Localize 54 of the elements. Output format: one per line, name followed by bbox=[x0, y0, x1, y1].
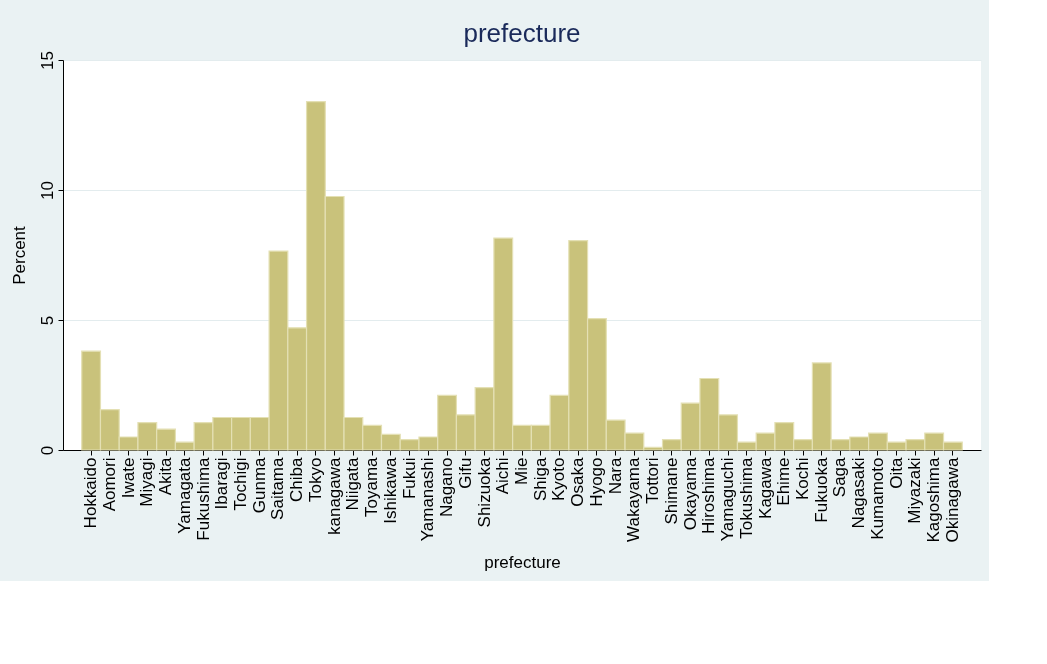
x-tick-label: Yamagata bbox=[174, 456, 194, 534]
x-tick-label: Ishikawa bbox=[380, 456, 400, 524]
x-tick-label: Hyogo bbox=[586, 457, 606, 507]
y-axis-title: Percent bbox=[9, 225, 29, 285]
x-tick-label: Fukui bbox=[399, 457, 419, 500]
x-tick-label: Tokushima bbox=[736, 456, 756, 539]
x-tick-label: Hokkaido bbox=[81, 457, 101, 529]
x-tick-label: Hiroshima bbox=[699, 456, 719, 535]
x-tick-label: Ehime bbox=[774, 457, 794, 506]
x-tick-label: Wakayama bbox=[624, 456, 644, 542]
x-tick-label: Aomori bbox=[99, 457, 119, 512]
x-tick-label: Mie bbox=[512, 457, 531, 485]
x-tick-label: Fukushima bbox=[193, 456, 213, 541]
x-tick-label: Kochi bbox=[793, 457, 813, 501]
x-tick-label: Miyagi bbox=[137, 457, 157, 507]
y-tick-label: 10 bbox=[37, 181, 57, 200]
x-tick-label: Akita bbox=[156, 456, 176, 496]
x-tick-label: Kyoto bbox=[549, 457, 569, 501]
x-tick-label: Saitama bbox=[268, 456, 288, 520]
x-tick-label: Kagoshima bbox=[924, 456, 944, 543]
y-tick-label: 15 bbox=[37, 51, 57, 70]
x-tick-label: Tottori bbox=[643, 457, 663, 504]
x-tick-label: Osaka bbox=[568, 456, 588, 507]
x-tick-label: Nagano bbox=[437, 457, 457, 518]
x-tick-label: Tokyo bbox=[305, 457, 325, 502]
x-tick-label: Chiba bbox=[287, 456, 307, 502]
x-tick-label: Ibaragi bbox=[212, 457, 232, 510]
x-tick-label: Miyazaki bbox=[905, 457, 925, 524]
x-tick-label: Toyama bbox=[362, 456, 382, 518]
y-tick-label: 5 bbox=[37, 315, 57, 326]
x-tick-label: Fukuoka bbox=[811, 456, 831, 523]
x-tick-label: kanagawa bbox=[324, 456, 344, 536]
x-tick-label: Kumamoto bbox=[867, 457, 887, 540]
x-tick-label: Nara bbox=[605, 456, 625, 495]
x-tick-label: Kagawa bbox=[755, 456, 775, 519]
x-tick-label: Okinagawa bbox=[942, 456, 962, 543]
x-tick-label: Nagasaki bbox=[849, 457, 869, 529]
x-tick-label: Shizuoka bbox=[474, 456, 494, 528]
x-tick-label: Gifu bbox=[455, 457, 475, 489]
x-tick-label: Gunma bbox=[249, 456, 269, 514]
x-tick-label: Yamaguchi bbox=[718, 457, 738, 542]
x-tick-label: Shimane bbox=[661, 457, 681, 525]
chart-title: prefecture bbox=[463, 17, 581, 48]
x-tick-label: Saga bbox=[830, 456, 850, 498]
x-tick-label: Shiga bbox=[530, 456, 550, 501]
x-tick-label: Oita bbox=[886, 456, 906, 489]
x-tick-label: Okayama bbox=[680, 456, 700, 531]
x-tick-label: Niigata bbox=[343, 456, 363, 511]
x-tick-label: Yamanashi bbox=[418, 457, 438, 542]
y-tick-label: 0 bbox=[37, 445, 57, 456]
x-tick-label: Tochigi bbox=[230, 457, 250, 511]
x-tick-label: Aichi bbox=[493, 457, 513, 495]
x-tick-label: Iwate bbox=[118, 457, 138, 499]
x-axis-title: prefecture bbox=[484, 552, 561, 572]
